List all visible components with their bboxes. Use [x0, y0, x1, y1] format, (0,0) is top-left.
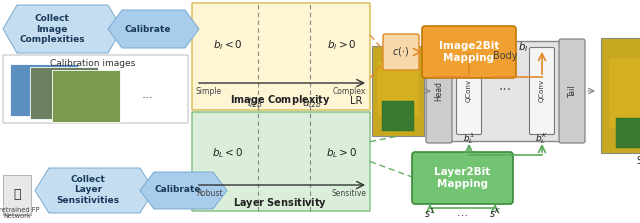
Text: $l_{i2b}$: $l_{i2b}$: [247, 0, 263, 1]
Text: Complex: Complex: [333, 87, 366, 96]
FancyBboxPatch shape: [456, 47, 481, 134]
Text: $b_L > 0$: $b_L > 0$: [326, 146, 358, 160]
Text: QConv: QConv: [466, 80, 472, 103]
FancyBboxPatch shape: [422, 26, 516, 78]
Text: $b_I > 0$: $b_I > 0$: [327, 38, 357, 52]
Text: Collect
Layer
Sensitivities: Collect Layer Sensitivities: [56, 175, 120, 205]
Polygon shape: [3, 5, 122, 53]
FancyBboxPatch shape: [529, 47, 554, 134]
Text: $s^1$: $s^1$: [424, 206, 436, 220]
FancyBboxPatch shape: [383, 34, 419, 70]
Text: $b^K_L$: $b^K_L$: [536, 131, 548, 146]
Text: SR: SR: [637, 156, 640, 166]
Text: Pretrained FP
Network: Pretrained FP Network: [0, 206, 39, 219]
Text: $b^1_L$: $b^1_L$: [463, 131, 475, 146]
Text: $\mathbf{Image\ Complexity}$: $\mathbf{Image\ Complexity}$: [230, 93, 330, 107]
FancyBboxPatch shape: [3, 175, 31, 215]
Text: 🔒: 🔒: [13, 188, 20, 202]
Polygon shape: [108, 10, 199, 48]
FancyBboxPatch shape: [30, 67, 98, 119]
FancyBboxPatch shape: [609, 58, 640, 128]
FancyBboxPatch shape: [3, 55, 188, 123]
FancyBboxPatch shape: [10, 64, 78, 116]
FancyBboxPatch shape: [616, 118, 640, 148]
Text: $c(\cdot)$: $c(\cdot)$: [392, 45, 410, 58]
Text: Image2Bit
Mapping: Image2Bit Mapping: [439, 41, 499, 63]
Text: Body: Body: [493, 51, 517, 61]
Text: Simple: Simple: [196, 87, 222, 96]
Text: Robust: Robust: [196, 189, 223, 198]
Text: $l_{l2b}$: $l_{l2b}$: [247, 96, 263, 110]
Text: $u_{l2b}$: $u_{l2b}$: [302, 98, 322, 110]
Text: $b_I$: $b_I$: [518, 40, 529, 54]
Text: $b_I < 0$: $b_I < 0$: [213, 38, 243, 52]
Text: Collect
Image
Complexities: Collect Image Complexities: [19, 14, 85, 44]
Polygon shape: [140, 172, 227, 209]
FancyBboxPatch shape: [601, 38, 640, 153]
Text: ...: ...: [142, 89, 154, 101]
FancyBboxPatch shape: [52, 70, 120, 122]
Text: $b_L < 0$: $b_L < 0$: [212, 146, 244, 160]
FancyBboxPatch shape: [426, 39, 452, 143]
Text: $\ldots$: $\ldots$: [456, 208, 468, 218]
Text: Tail: Tail: [568, 85, 577, 97]
Text: $\mathbf{Layer\ Sensitivity}$: $\mathbf{Layer\ Sensitivity}$: [233, 196, 327, 210]
Text: $u_{i2b}$: $u_{i2b}$: [302, 0, 322, 1]
Text: QConv: QConv: [539, 80, 545, 103]
FancyBboxPatch shape: [428, 41, 583, 141]
FancyBboxPatch shape: [377, 61, 419, 116]
Text: Calibration images: Calibration images: [51, 58, 136, 68]
FancyBboxPatch shape: [559, 39, 585, 143]
Text: ...: ...: [499, 79, 511, 93]
FancyBboxPatch shape: [192, 3, 370, 110]
FancyBboxPatch shape: [382, 101, 414, 131]
FancyBboxPatch shape: [372, 46, 424, 136]
Text: Calibrate: Calibrate: [125, 25, 172, 33]
Text: Sensitive: Sensitive: [331, 189, 366, 198]
Text: $s^K$: $s^K$: [489, 206, 501, 220]
FancyBboxPatch shape: [192, 112, 370, 211]
Polygon shape: [35, 168, 154, 213]
Text: Calibrate: Calibrate: [155, 186, 201, 194]
Text: Head: Head: [435, 81, 444, 101]
Text: LR: LR: [349, 96, 362, 106]
Text: Layer2Bit
Mapping: Layer2Bit Mapping: [434, 167, 490, 189]
FancyBboxPatch shape: [412, 152, 513, 204]
